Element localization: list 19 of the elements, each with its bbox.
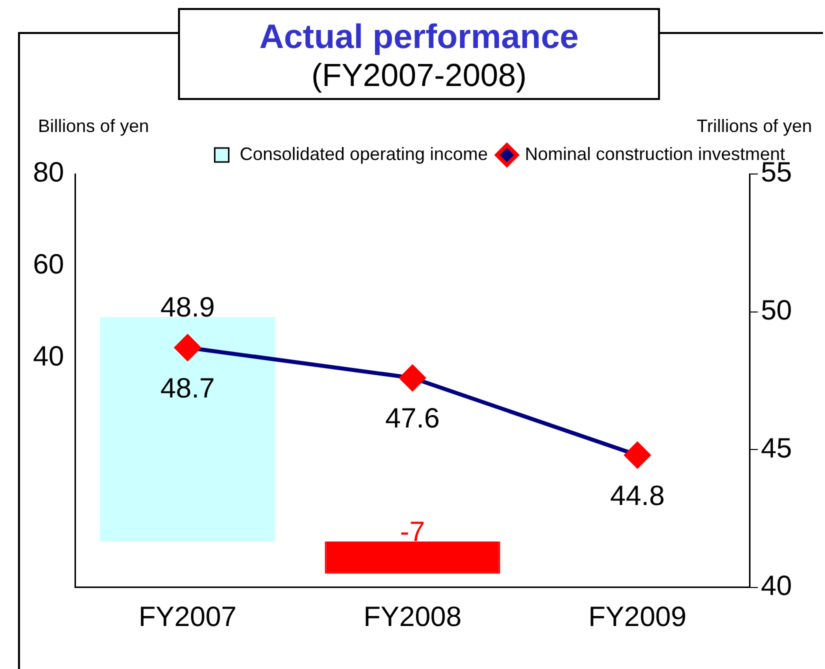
chart-subtitle: (FY2007-2008) (310, 57, 528, 94)
data-label: 48.7 (160, 372, 215, 404)
y-tick-label: 40 (32, 340, 64, 372)
y2-axis-title: Trillions of yen (696, 116, 812, 136)
chart-title: Actual performance (258, 18, 580, 57)
x-tick-label: FY2007 (138, 600, 237, 632)
x-tick-label: FY2008 (363, 600, 462, 632)
y-tick-label: 60 (32, 248, 64, 280)
legend-label: Consolidated operating income (240, 144, 488, 164)
x-tick-label: FY2009 (588, 600, 686, 632)
y2-tick-label: 40 (760, 570, 792, 602)
y-axis-title: Billions of yen (38, 116, 150, 136)
y-tick-label: 80 (32, 156, 64, 188)
y2-tick-label: 50 (760, 294, 792, 326)
data-label: -7 (400, 516, 425, 548)
data-label: 47.6 (385, 402, 440, 434)
data-label: 48.9 (160, 292, 215, 323)
y2-tick-label: 45 (760, 432, 792, 464)
data-label: 44.8 (610, 480, 665, 511)
